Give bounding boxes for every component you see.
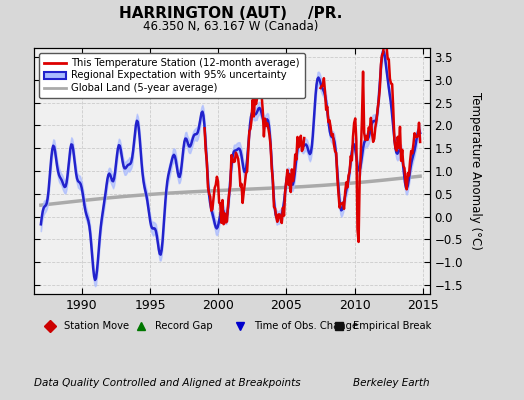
Text: 46.350 N, 63.167 W (Canada): 46.350 N, 63.167 W (Canada) [143,20,318,33]
Text: Station Move: Station Move [64,321,129,331]
Text: HARRINGTON (AUT)    /PR.: HARRINGTON (AUT) /PR. [119,6,342,21]
Legend: This Temperature Station (12-month average), Regional Expectation with 95% uncer: This Temperature Station (12-month avera… [39,53,304,98]
Text: Data Quality Controlled and Aligned at Breakpoints: Data Quality Controlled and Aligned at B… [34,378,301,388]
Text: Berkeley Earth: Berkeley Earth [353,378,430,388]
Text: Time of Obs. Change: Time of Obs. Change [254,321,358,331]
Text: Record Gap: Record Gap [155,321,212,331]
Y-axis label: Temperature Anomaly (°C): Temperature Anomaly (°C) [468,92,482,250]
Text: Empirical Break: Empirical Break [353,321,431,331]
